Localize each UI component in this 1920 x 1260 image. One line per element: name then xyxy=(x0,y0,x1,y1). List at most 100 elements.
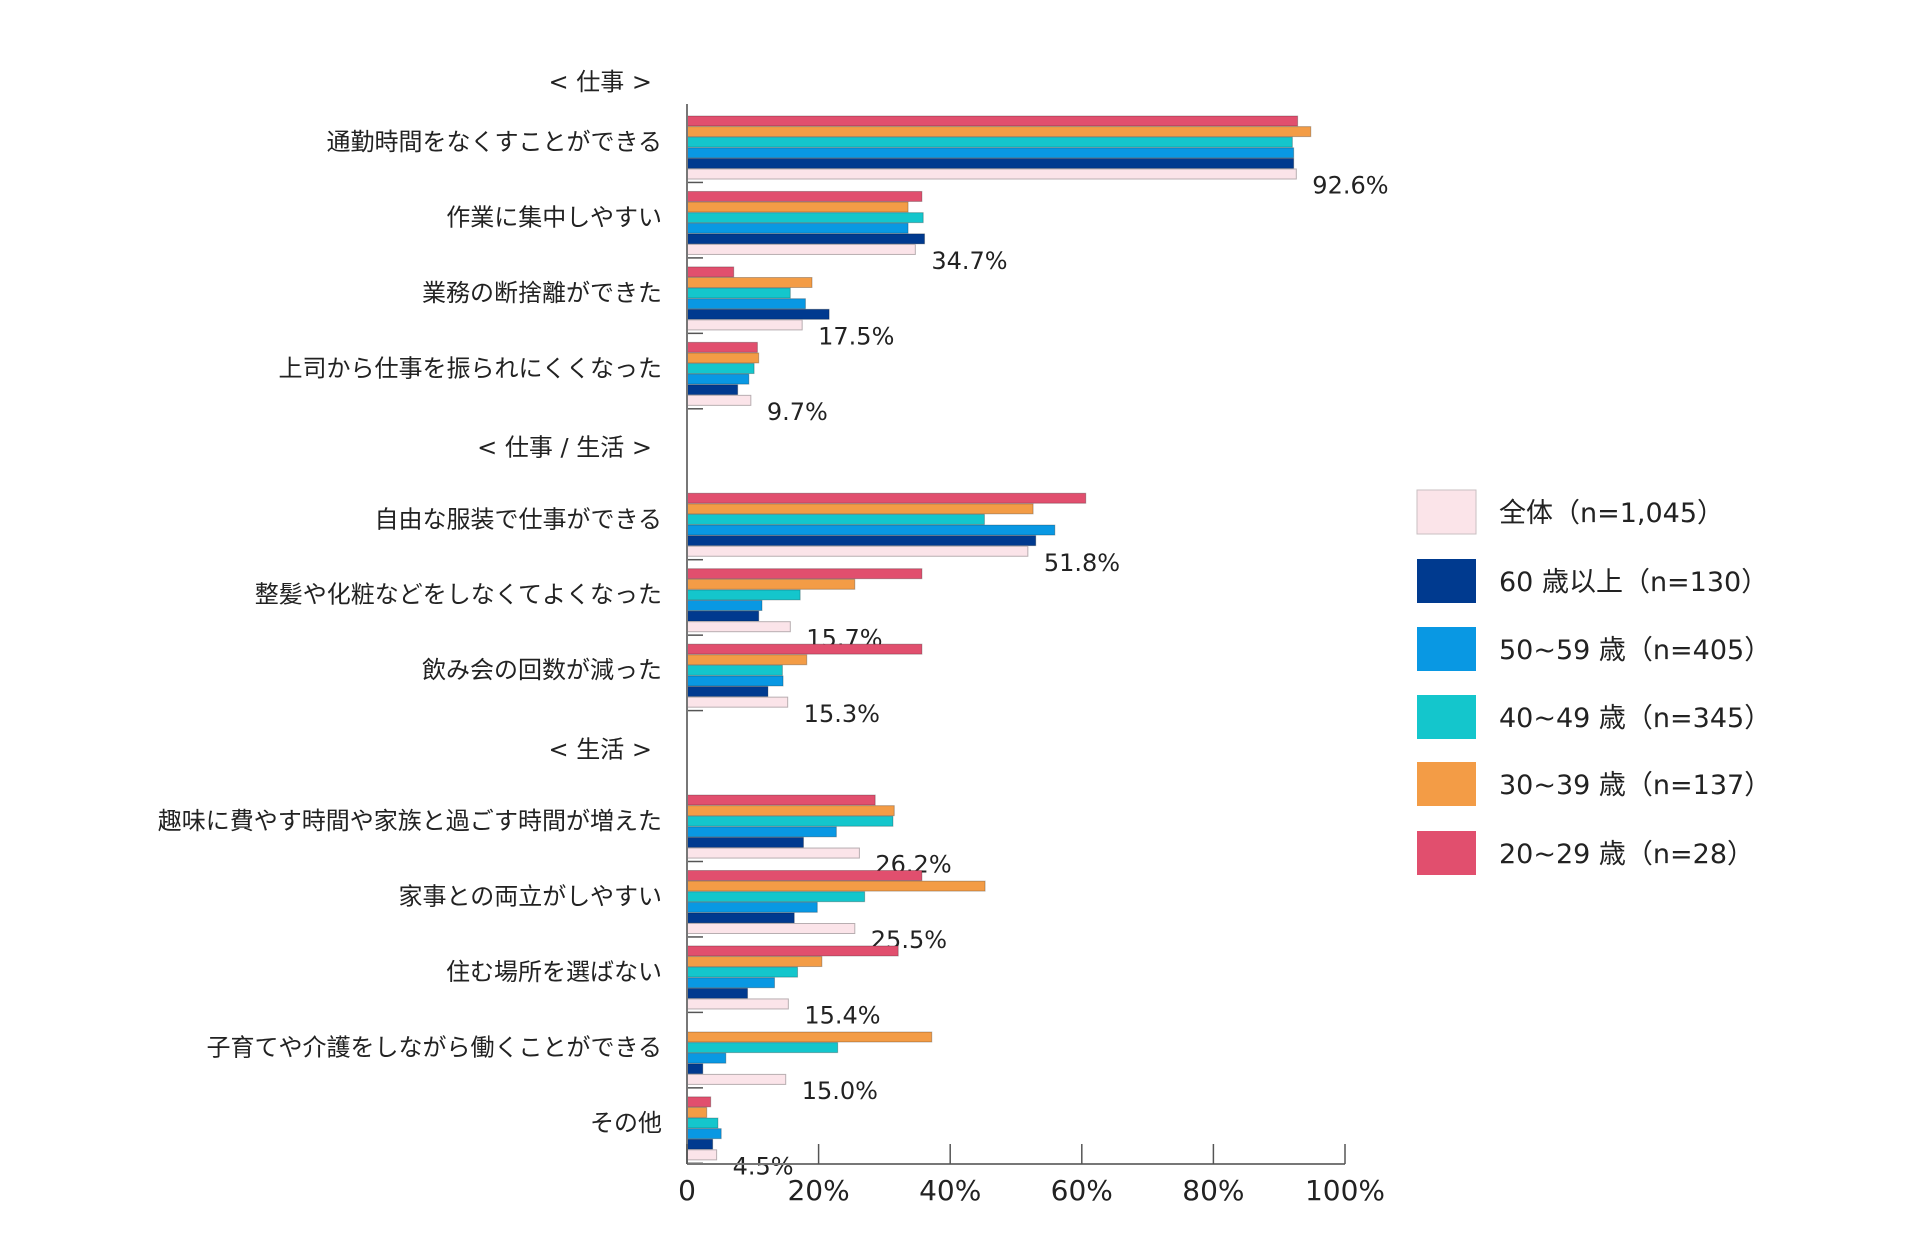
bar-30~39歳 xyxy=(686,277,813,288)
bar-40~49歳 xyxy=(686,363,755,375)
bar-30~39歳 xyxy=(686,654,808,666)
bar-全体 xyxy=(686,168,1297,180)
bar-40~49歳 xyxy=(686,1042,839,1054)
bar-50~59歳 xyxy=(686,600,763,611)
data-label: 15.3% xyxy=(804,700,880,728)
data-label: 34.7% xyxy=(931,247,1007,275)
bar-全体 xyxy=(686,394,752,406)
bar-全体 xyxy=(686,1073,787,1085)
bar-全体 xyxy=(686,696,789,708)
data-label: 17.5% xyxy=(818,323,894,351)
group-header: < 生活 > xyxy=(549,735,652,763)
group-header: < 仕事 / 生活 > xyxy=(477,434,652,462)
category-label: 自由な服装で仕事ができる xyxy=(374,505,662,533)
x-tick-label: 80% xyxy=(1182,1174,1244,1207)
category-label: 作業に集中しやすい xyxy=(446,203,662,231)
category-label: 家事との両立がしやすい xyxy=(398,883,662,911)
bar-20~29歳 xyxy=(686,190,923,202)
bar-20~29歳 xyxy=(686,870,923,881)
legend-swatch-20~29歳 xyxy=(1417,831,1476,875)
bar-全体 xyxy=(686,243,916,255)
bar-40~49歳 xyxy=(686,815,894,827)
bar-50~59歳 xyxy=(686,1052,727,1064)
bar-全体 xyxy=(686,998,789,1010)
bar-全体 xyxy=(686,1149,718,1161)
legend-swatch-60歳以上 xyxy=(1417,559,1476,603)
legend-swatch-40~49歳 xyxy=(1417,695,1476,739)
bar-40~49歳 xyxy=(686,513,985,525)
bar-30~39歳 xyxy=(686,880,986,892)
bar-50~59歳 xyxy=(686,222,909,234)
category-label: 通勤時間をなくすことができる xyxy=(326,128,662,156)
category-label: 業務の断捨離ができた xyxy=(422,279,662,307)
data-label: 51.8% xyxy=(1044,549,1120,577)
legend-swatch-全体 xyxy=(1416,489,1477,535)
x-tick-label: 100% xyxy=(1305,1174,1385,1207)
bar-40~49歳 xyxy=(686,664,783,676)
bar-40~49歳 xyxy=(686,1117,719,1129)
bar-30~39歳 xyxy=(686,503,1034,515)
bar-40~49歳 xyxy=(686,212,924,224)
group-header: < 仕事 > xyxy=(549,68,652,96)
bar-全体 xyxy=(686,621,791,633)
category-label: 上司から仕事を振られにくくなった xyxy=(278,354,662,382)
bar-40~49歳 xyxy=(686,589,801,601)
category-label: その他 xyxy=(590,1109,662,1137)
bar-50~59歳 xyxy=(686,1128,722,1140)
category-label: 住む場所を選ばない xyxy=(446,958,662,986)
bar-60歳以上 xyxy=(686,384,739,396)
data-label: 15.0% xyxy=(802,1077,878,1105)
bar-30~39歳 xyxy=(686,956,823,968)
bar-50~59歳 xyxy=(686,524,1056,536)
bar-20~29歳 xyxy=(686,568,923,580)
bar-30~39歳 xyxy=(686,805,895,817)
category-label: 整髪や化粧などをしなくてよくなった xyxy=(255,581,662,609)
data-label: 4.5% xyxy=(733,1152,794,1180)
bar-全体 xyxy=(686,923,856,934)
bar-50~59歳 xyxy=(686,373,750,385)
bar-50~59歳 xyxy=(686,826,837,838)
bar-全体 xyxy=(686,545,1029,557)
bar-40~49歳 xyxy=(686,287,791,299)
bar-全体 xyxy=(686,319,803,331)
category-label: 子育てや介護をしながら働くことができる xyxy=(206,1033,662,1061)
legend-label: 20~29 歳（n=28） xyxy=(1499,839,1754,870)
data-label: 92.6% xyxy=(1312,172,1388,200)
bar-60歳以上 xyxy=(686,686,769,698)
bar-60歳以上 xyxy=(686,535,1037,547)
bar-30~39歳 xyxy=(686,201,909,213)
bar-20~29歳 xyxy=(686,492,1087,504)
bar-50~59歳 xyxy=(686,901,818,913)
legend-label: 40~49 歳（n=345） xyxy=(1499,703,1771,734)
bar-40~49歳 xyxy=(686,136,1293,148)
bar-50~59歳 xyxy=(686,675,784,687)
bar-60歳以上 xyxy=(686,1138,714,1150)
bar-全体 xyxy=(686,847,860,859)
data-label: 9.7% xyxy=(767,398,828,426)
bar-30~39歳 xyxy=(686,1031,933,1043)
bar-20~29歳 xyxy=(686,945,899,957)
bar-30~39歳 xyxy=(686,352,760,364)
x-tick-label: 0 xyxy=(678,1174,696,1207)
x-tick-label: 40% xyxy=(919,1174,981,1207)
bar-20~29歳 xyxy=(686,115,1299,127)
bar-60歳以上 xyxy=(686,836,804,848)
bar-60歳以上 xyxy=(686,1063,704,1075)
legend-label: 全体（n=1,045） xyxy=(1499,498,1724,529)
bar-30~39歳 xyxy=(686,1106,708,1118)
bar-60歳以上 xyxy=(686,912,795,924)
bar-20~29歳 xyxy=(686,1096,712,1108)
bar-40~49歳 xyxy=(686,966,799,978)
x-tick-label: 60% xyxy=(1051,1174,1113,1207)
bar-60歳以上 xyxy=(686,987,749,999)
category-label: 趣味に費やす時間や家族と過ごす時間が増えた xyxy=(158,807,662,835)
bar-20~29歳 xyxy=(686,794,876,806)
bar-50~59歳 xyxy=(686,977,776,989)
x-tick-label: 20% xyxy=(787,1174,849,1207)
bar-30~39歳 xyxy=(686,578,856,590)
bar-20~29歳 xyxy=(686,266,735,278)
bar-60歳以上 xyxy=(686,233,926,245)
bar-60歳以上 xyxy=(686,308,830,320)
bar-60歳以上 xyxy=(686,610,760,622)
